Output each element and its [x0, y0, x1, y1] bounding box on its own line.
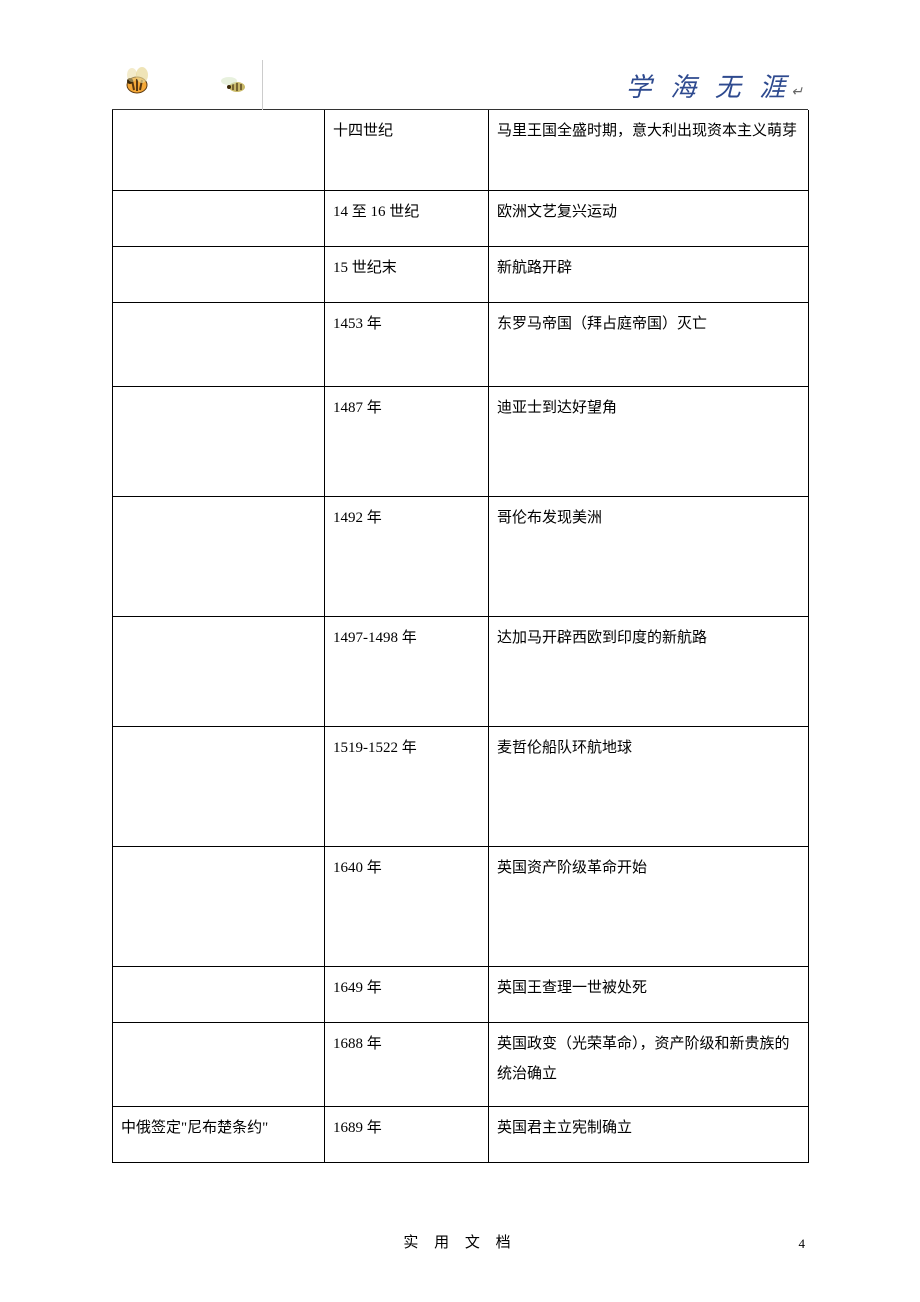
table-row: 1519-1522 年麦哲伦船队环航地球 — [113, 726, 809, 846]
cell-world-event: 哥伦布发现美洲 — [489, 496, 809, 616]
cell-world-event: 英国资产阶级革命开始 — [489, 846, 809, 966]
cell-china-event — [113, 1022, 325, 1106]
cell-china-event — [113, 726, 325, 846]
cell-china-event: 中俄签定"尼布楚条约" — [113, 1106, 325, 1162]
cell-period: 1453 年 — [325, 302, 489, 386]
cell-period: 14 至 16 世纪 — [325, 190, 489, 246]
cell-china-event — [113, 496, 325, 616]
cell-period: 1640 年 — [325, 846, 489, 966]
cell-period: 1497-1498 年 — [325, 616, 489, 726]
footer-text: 实 用 文 档 — [0, 1231, 920, 1252]
page-number: 4 — [799, 1236, 806, 1252]
table-row: 15 世纪末新航路开辟 — [113, 246, 809, 302]
cell-world-event: 达加马开辟西欧到印度的新航路 — [489, 616, 809, 726]
table-row: 1487 年迪亚士到达好望角 — [113, 386, 809, 496]
cell-world-event: 新航路开辟 — [489, 246, 809, 302]
cell-china-event — [113, 616, 325, 726]
cell-period: 1487 年 — [325, 386, 489, 496]
cell-world-event: 英国君主立宪制确立 — [489, 1106, 809, 1162]
cell-period: 1649 年 — [325, 966, 489, 1022]
cell-world-event: 麦哲伦船队环航地球 — [489, 726, 809, 846]
cell-china-event — [113, 966, 325, 1022]
bee-icon-right — [217, 75, 252, 95]
cell-world-event: 东罗马帝国（拜占庭帝国）灭亡 — [489, 302, 809, 386]
cell-china-event — [113, 846, 325, 966]
cell-world-event: 马里王国全盛时期，意大利出现资本主义萌芽 — [489, 110, 809, 190]
bee-icon-left — [117, 65, 157, 100]
cell-china-event — [113, 190, 325, 246]
cell-world-event: 英国政变（光荣革命），资产阶级和新贵族的统治确立 — [489, 1022, 809, 1106]
header-divider — [262, 60, 263, 110]
cell-china-event — [113, 386, 325, 496]
history-table: 十四世纪马里王国全盛时期，意大利出现资本主义萌芽14 至 16 世纪欧洲文艺复兴… — [112, 110, 809, 1163]
cell-period: 1688 年 — [325, 1022, 489, 1106]
header-title: 学 海 无 涯↵ — [626, 67, 803, 104]
cell-china-event — [113, 302, 325, 386]
cell-period: 15 世纪末 — [325, 246, 489, 302]
cell-world-event: 欧洲文艺复兴运动 — [489, 190, 809, 246]
table-row: 1453 年东罗马帝国（拜占庭帝国）灭亡 — [113, 302, 809, 386]
cell-period: 十四世纪 — [325, 110, 489, 190]
table-row: 1649 年英国王查理一世被处死 — [113, 966, 809, 1022]
table-row: 1640 年英国资产阶级革命开始 — [113, 846, 809, 966]
table-row: 十四世纪马里王国全盛时期，意大利出现资本主义萌芽 — [113, 110, 809, 190]
cell-china-event — [113, 110, 325, 190]
page-header: 学 海 无 涯↵ — [112, 60, 808, 110]
cell-world-event: 迪亚士到达好望角 — [489, 386, 809, 496]
table-row: 14 至 16 世纪欧洲文艺复兴运动 — [113, 190, 809, 246]
table-row: 1497-1498 年达加马开辟西欧到印度的新航路 — [113, 616, 809, 726]
cell-period: 1492 年 — [325, 496, 489, 616]
table-row: 1492 年哥伦布发现美洲 — [113, 496, 809, 616]
table-row: 中俄签定"尼布楚条约"1689 年英国君主立宪制确立 — [113, 1106, 809, 1162]
cell-period: 1689 年 — [325, 1106, 489, 1162]
table-row: 1688 年英国政变（光荣革命），资产阶级和新贵族的统治确立 — [113, 1022, 809, 1106]
cell-world-event: 英国王查理一世被处死 — [489, 966, 809, 1022]
cell-china-event — [113, 246, 325, 302]
cell-period: 1519-1522 年 — [325, 726, 489, 846]
